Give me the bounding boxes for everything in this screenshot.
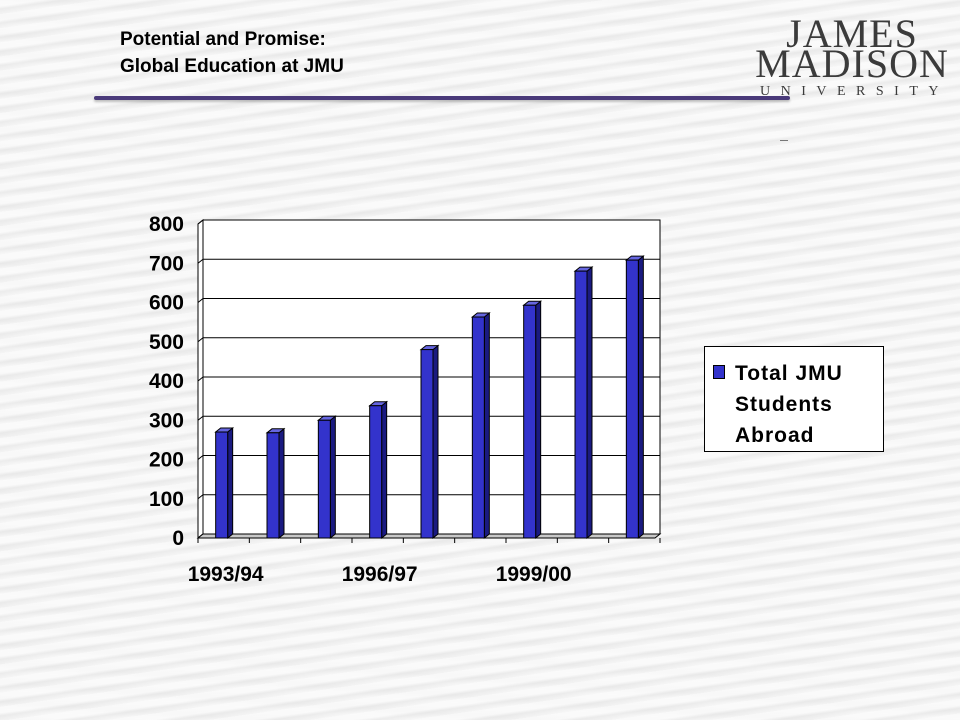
y-tick-label: 600 (149, 292, 184, 315)
gridline (197, 455, 660, 460)
y-tick-label: 500 (149, 331, 184, 354)
title-line-2: Global Education at JMU (120, 56, 344, 77)
legend-swatch (713, 365, 725, 379)
gridline (197, 219, 660, 225)
legend-label: Total JMU Students Abroad (735, 362, 843, 447)
page-title: Potential and Promise: Global Education … (120, 26, 344, 80)
gridline (197, 298, 660, 303)
gridline (197, 415, 660, 421)
x-tick-label: 1996/97 (342, 563, 418, 586)
university-logo: JAMES MADISON UNIVERSITY (752, 6, 952, 106)
bar (369, 405, 383, 539)
gridline (197, 337, 660, 343)
bar (523, 304, 537, 539)
decorative-dash (780, 140, 788, 141)
y-tick-label: 200 (149, 449, 184, 472)
bar (471, 316, 485, 539)
y-tick-label: 700 (149, 252, 184, 275)
bar (420, 349, 434, 539)
bar-side (381, 400, 388, 540)
bar-side (278, 427, 285, 540)
bar-side (483, 311, 490, 540)
logo-line-1: JAMES (786, 11, 918, 56)
chart-legend: Total JMU Students Abroad (704, 346, 884, 452)
logo-line-2: MADISON (755, 41, 949, 86)
x-tick-label: 1993/94 (188, 563, 264, 586)
gridline (197, 376, 660, 382)
bar (317, 419, 331, 539)
y-tick-label: 800 (149, 213, 184, 236)
y-tick-label: 300 (149, 409, 184, 432)
bar-side (227, 426, 234, 540)
y-tick-label: 400 (149, 370, 184, 393)
gridline (197, 494, 660, 500)
title-line-1: Potential and Promise: (120, 29, 326, 50)
bar-side (637, 255, 644, 540)
bar-side (586, 266, 593, 540)
bar-side (329, 415, 336, 540)
logo-line-3: UNIVERSITY (760, 84, 949, 99)
x-tick-label: 1999/00 (496, 563, 572, 586)
y-tick-label: 0 (172, 527, 184, 550)
bar-side (535, 300, 542, 540)
y-tick-label: 100 (149, 488, 184, 511)
bar (266, 432, 280, 539)
title-underline (94, 96, 790, 100)
bar (625, 259, 639, 539)
bar-side (432, 344, 439, 540)
gridline (197, 258, 660, 264)
bar (574, 270, 588, 539)
bar (215, 431, 229, 539)
